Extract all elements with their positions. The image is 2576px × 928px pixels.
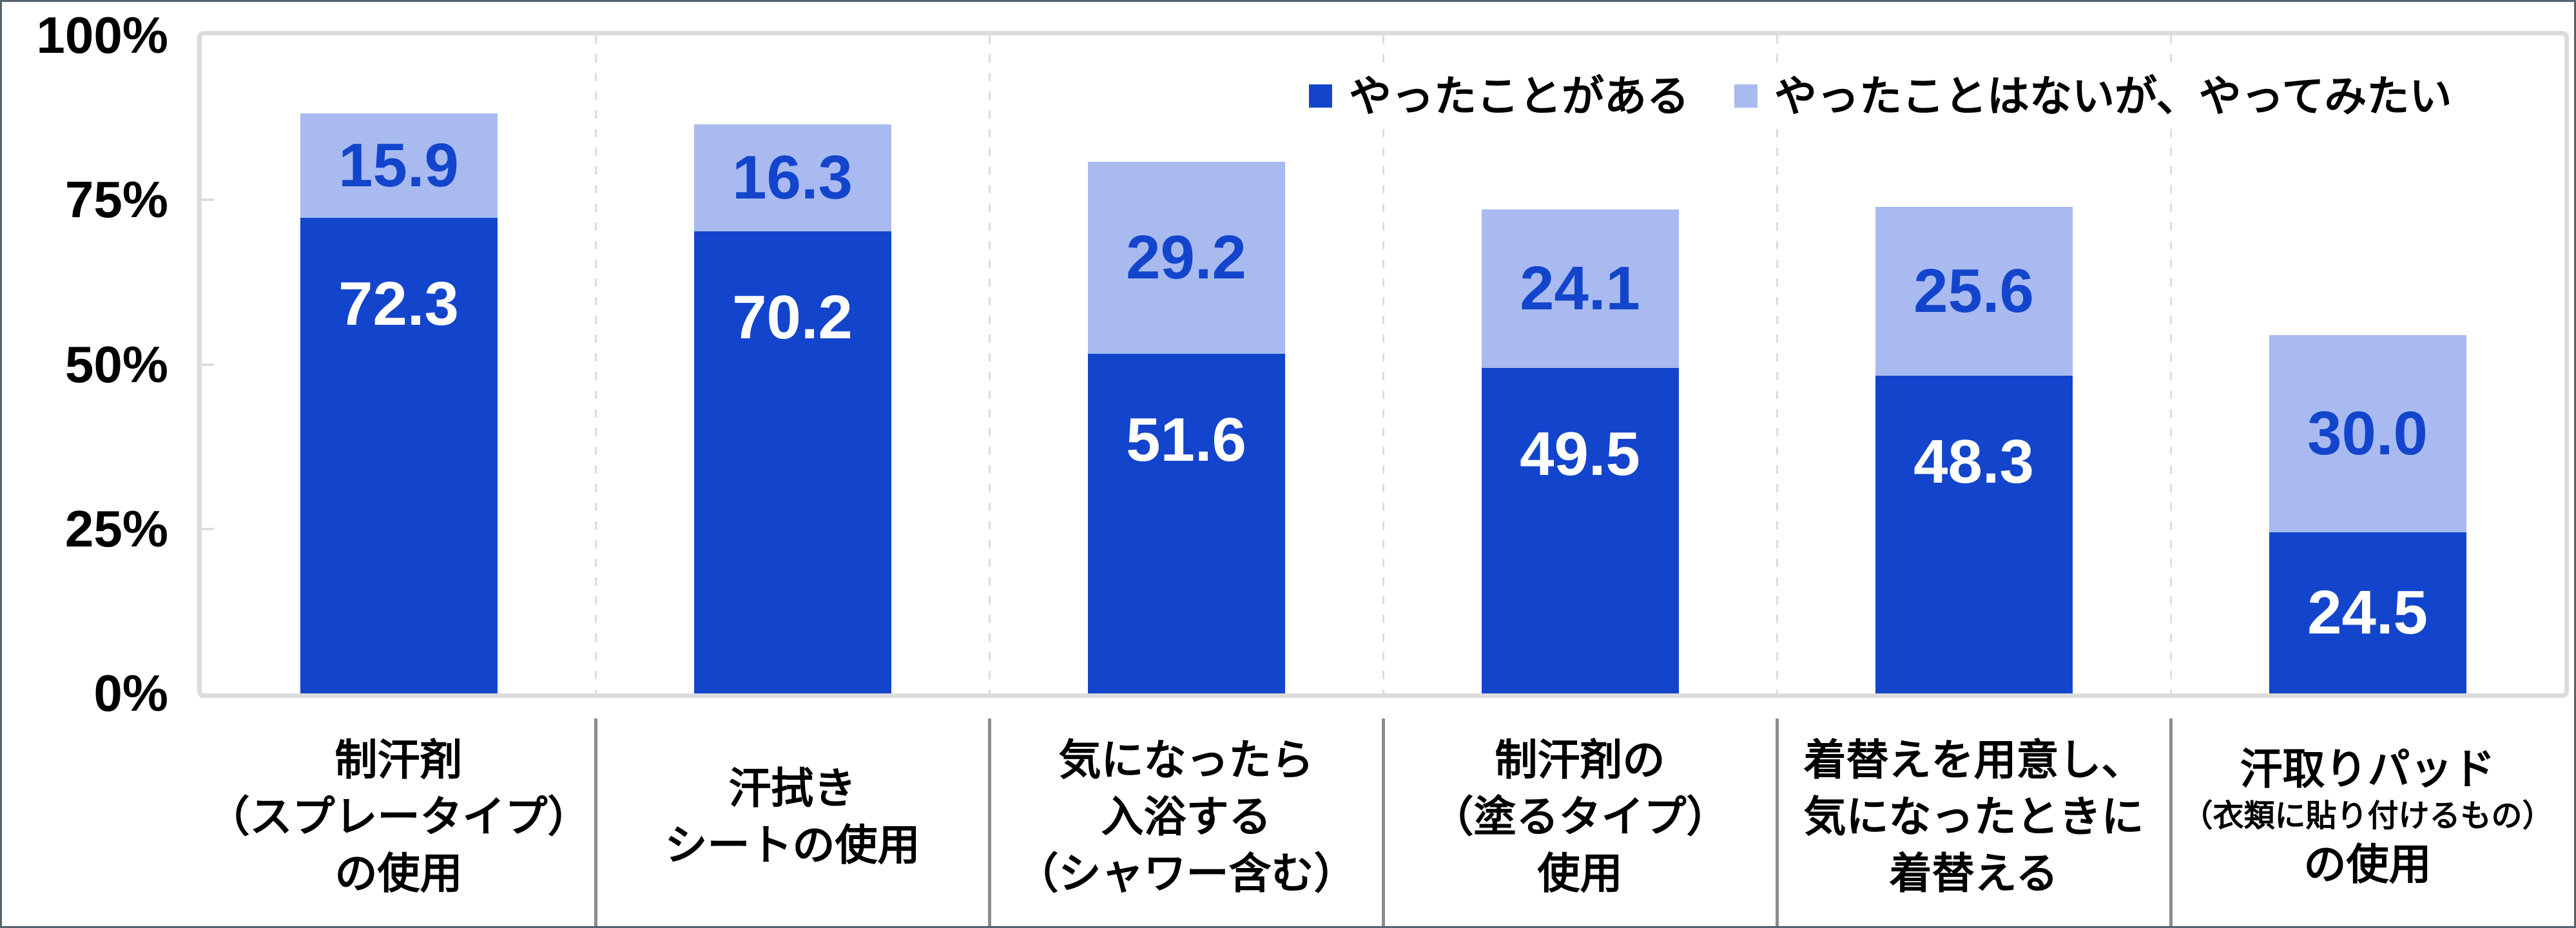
value-label-want-to-try: 30.0 <box>2307 398 2428 468</box>
y-axis-tick-label: 25% <box>64 499 168 557</box>
legend: やったことがある やったことはないが、やってみたい <box>1304 69 2461 124</box>
bar-segment-want-to-try: 15.9 <box>300 113 498 218</box>
category-label-line: の使用 <box>334 849 463 897</box>
value-label-done: 48.3 <box>1913 427 2034 496</box>
value-label-done: 49.5 <box>1520 419 1640 488</box>
bar-segment-done: 70.2 <box>693 231 891 693</box>
value-label-want-to-try: 24.1 <box>1520 253 1640 323</box>
category-label-divider <box>2169 719 2173 926</box>
dashed-category-separator <box>2169 35 2172 693</box>
category-label-divider <box>594 719 597 926</box>
dashed-category-separator <box>988 35 991 693</box>
category-label-line: （塗るタイプ） <box>1431 793 1729 840</box>
y-axis-tick-mark <box>202 527 214 530</box>
category-label-line: 気になったときに <box>1803 793 2144 840</box>
bar-segment-want-to-try: 30.0 <box>2269 334 2466 532</box>
category-label-line: （スプレータイプ） <box>207 793 590 840</box>
legend-label: やったことがある <box>1349 72 1689 120</box>
value-label-done: 72.3 <box>338 269 459 338</box>
bar-segment-done: 24.5 <box>2269 532 2466 693</box>
value-label-want-to-try: 15.9 <box>338 130 459 200</box>
bar-segment-done: 49.5 <box>1481 367 1679 693</box>
category-labels: 制汗剤 （スプレータイプ） の使用 汗拭きシートの使用 気になったら 入浴する （シャワー含… <box>202 704 2564 926</box>
category-label-line: の使用 <box>2303 840 2432 888</box>
bar-segment-done: 51.6 <box>1087 354 1285 693</box>
category-label-divider <box>1775 719 1779 926</box>
legend-item: やったことはないが、やってみたい <box>1734 73 2452 120</box>
bar-segment-want-to-try: 29.2 <box>1087 162 1285 354</box>
value-label-want-to-try: 16.3 <box>732 143 853 213</box>
value-label-want-to-try: 25.6 <box>1913 256 2034 326</box>
category-label: 制汗剤 （スプレータイプ） の使用 <box>202 704 596 926</box>
category-label-line: （シャワー含む） <box>1016 849 1357 897</box>
bar-segment-done: 72.3 <box>300 217 498 693</box>
bar-segment-want-to-try: 24.1 <box>1481 209 1679 368</box>
category-label-line: 制汗剤の <box>1495 736 1665 784</box>
dashed-category-separator <box>594 35 597 693</box>
dashed-category-separator <box>1776 35 1778 693</box>
y-axis-tick-label: 100% <box>36 6 168 64</box>
category-label-line: 着替える <box>1889 849 2058 897</box>
y-axis-tick-label: 0% <box>93 664 168 722</box>
y-axis-tick-label: 50% <box>64 335 168 393</box>
plot-area: 72.3 15.9 70.2 16.3 51.6 29.2 49.5 24.1 48.3 25.6… <box>197 31 2569 698</box>
legend-color-swatch-icon <box>1734 84 1758 108</box>
category-label-divider <box>987 719 991 926</box>
bar-segment-done: 48.3 <box>1875 375 2073 693</box>
category-label-divider <box>1381 719 1385 926</box>
category-label-line: 使用 <box>1537 849 1623 897</box>
plot-inner: 72.3 15.9 70.2 16.3 51.6 29.2 49.5 24.1 48.3 25.6… <box>202 35 2564 693</box>
dashed-category-separator <box>1382 35 1384 693</box>
value-label-done: 70.2 <box>732 283 853 353</box>
category-label: 制汗剤の （塗るタイプ） 使用 <box>1383 704 1777 926</box>
category-label-line: シートの使用 <box>664 821 920 869</box>
y-axis-tick-mark <box>202 198 214 202</box>
value-label-want-to-try: 29.2 <box>1126 223 1246 293</box>
category-label-line: 汗拭き <box>728 764 857 812</box>
category-label-line: 着替えを用意し、 <box>1803 736 2144 784</box>
category-label: 汗取りパッド （衣類に貼り付けるもの） の使用 <box>2171 704 2564 926</box>
category-label-line: （衣類に貼り付けるもの） <box>2182 799 2553 833</box>
bar-segment-want-to-try: 16.3 <box>693 124 891 232</box>
bar-segment-want-to-try: 25.6 <box>1875 207 2073 376</box>
category-label-line: 気になったら <box>1058 736 1314 784</box>
category-label-line: 入浴する <box>1101 793 1272 840</box>
category-label: 着替えを用意し、 気になったときに 着替える <box>1777 704 2171 926</box>
value-label-done: 51.6 <box>1126 405 1246 475</box>
category-label-line: 汗取りパッド <box>2240 745 2495 793</box>
category-label: 汗拭き シートの使用 <box>596 704 989 926</box>
legend-item: やったことがある <box>1309 73 1689 120</box>
value-label-done: 24.5 <box>2307 577 2428 647</box>
y-axis-tick-label: 75% <box>64 171 168 229</box>
y-axis-tick-mark <box>202 363 214 366</box>
legend-label: やったことはないが、やってみたい <box>1774 72 2452 120</box>
category-label: 気になったら 入浴する （シャワー含む） <box>989 704 1383 926</box>
legend-color-swatch-icon <box>1309 84 1332 108</box>
category-label-line: 制汗剤 <box>334 736 463 784</box>
